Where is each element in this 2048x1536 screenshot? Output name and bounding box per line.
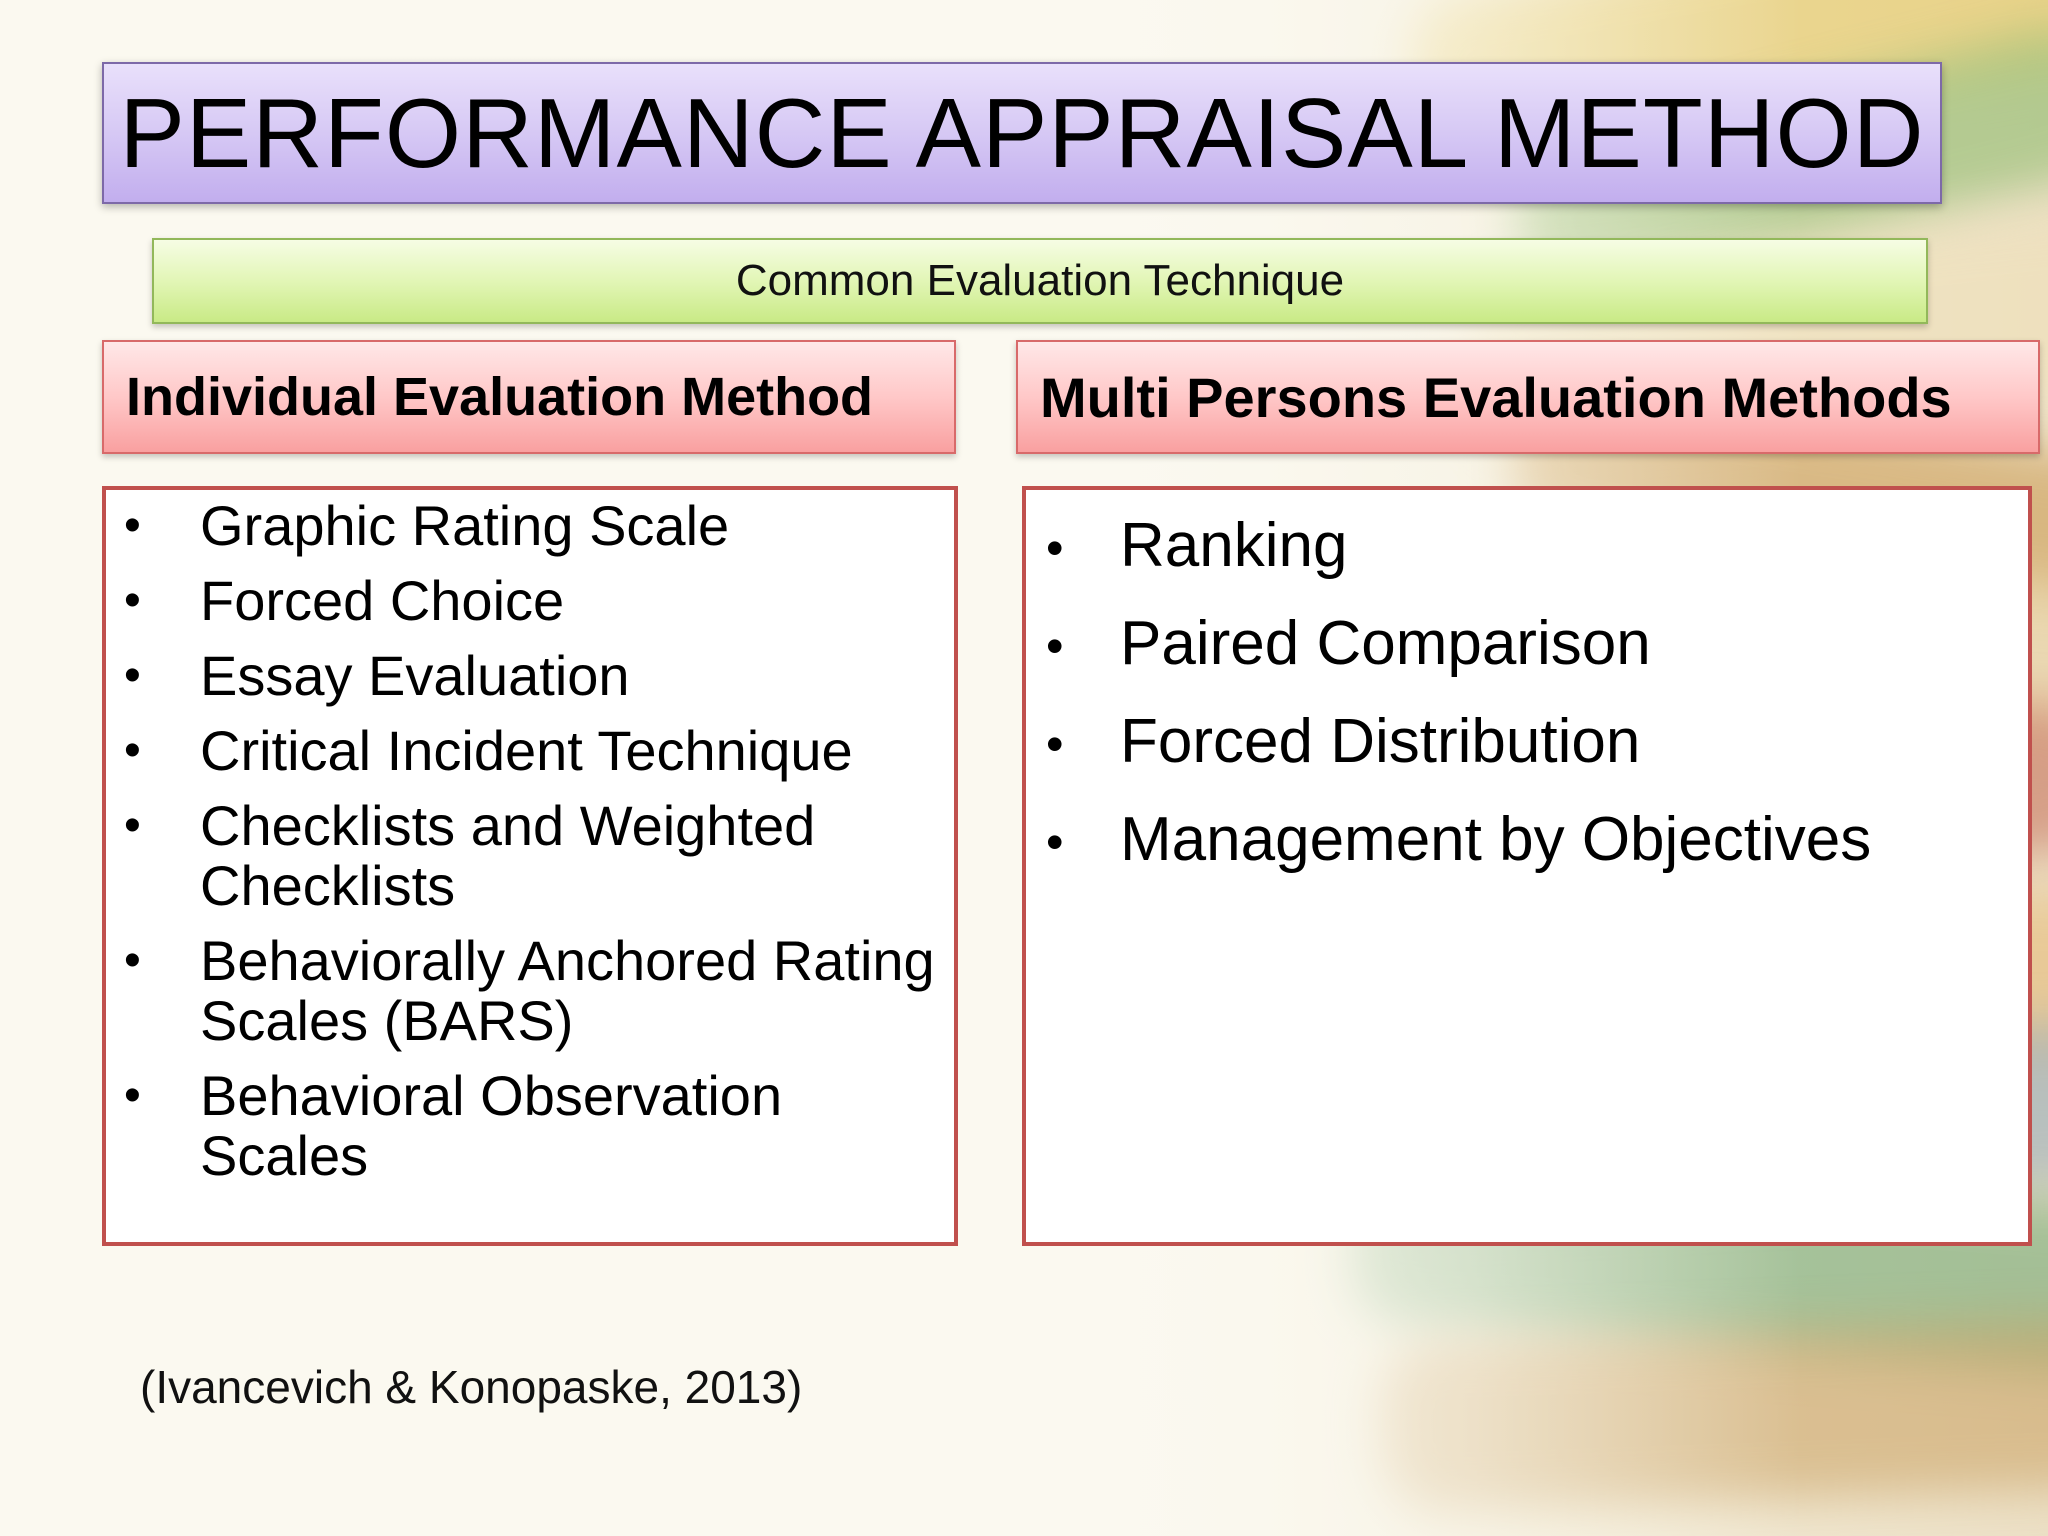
list-item: • Forced Distribution [1046, 704, 2028, 780]
subtitle-banner: Common Evaluation Technique [152, 238, 1928, 324]
individual-method-header: Individual Evaluation Method [102, 340, 956, 454]
bullet-icon: • [124, 934, 141, 987]
list-item: • Forced Choice [124, 569, 565, 632]
bullet-icon: • [124, 724, 141, 777]
list-item: • Graphic Rating Scale [124, 494, 730, 557]
multi-person-methods-box: • Ranking • Paired Comparison • Forced Dist… [1022, 486, 2032, 1246]
citation: (Ivancevich & Konopaske, 2013) [140, 1361, 803, 1413]
slide-subtitle: Common Evaluation Technique [735, 256, 1345, 305]
multi-person-method-header: Multi Persons Evaluation Methods [1016, 340, 2040, 454]
list-item: • Management by Objectives [1046, 802, 2028, 878]
list-item: • Critical Incident Technique [124, 719, 853, 782]
bullet-icon: • [1046, 618, 1064, 674]
list-item: • Ranking [1046, 508, 2028, 584]
title-banner: PERFORMANCE APPRAISAL METHOD [102, 62, 1942, 204]
bullet-icon: • [1046, 814, 1064, 870]
list-item: • Checklists and Weighted Checklists [124, 794, 816, 917]
bullet-icon: • [124, 649, 141, 702]
multi-person-methods-list: • Ranking • Paired Comparison • Forced Dist… [1026, 490, 2028, 878]
multi-person-method-header-label: Multi Persons Evaluation Methods [1040, 365, 1952, 429]
list-item: • Behaviorally Anchored Rating Scales (BA… [124, 929, 935, 1052]
bullet-icon: • [124, 799, 141, 852]
bullet-icon: • [124, 499, 141, 552]
list-item: • Behavioral Observation Scales [124, 1064, 783, 1187]
individual-methods-list: • Graphic Rating Scale • Forced Choice • Es… [106, 490, 954, 1186]
list-item: • Essay Evaluation [124, 644, 630, 707]
bullet-icon: • [1046, 716, 1064, 772]
individual-methods-box: • Graphic Rating Scale • Forced Choice • Es… [102, 486, 958, 1246]
bullet-icon: • [1046, 520, 1064, 576]
list-item: • Paired Comparison [1046, 606, 2028, 682]
individual-method-header-label: Individual Evaluation Method [126, 367, 874, 427]
bullet-icon: • [124, 574, 141, 627]
slide-title: PERFORMANCE APPRAISAL METHOD [119, 77, 1925, 188]
bullet-icon: • [124, 1069, 141, 1122]
